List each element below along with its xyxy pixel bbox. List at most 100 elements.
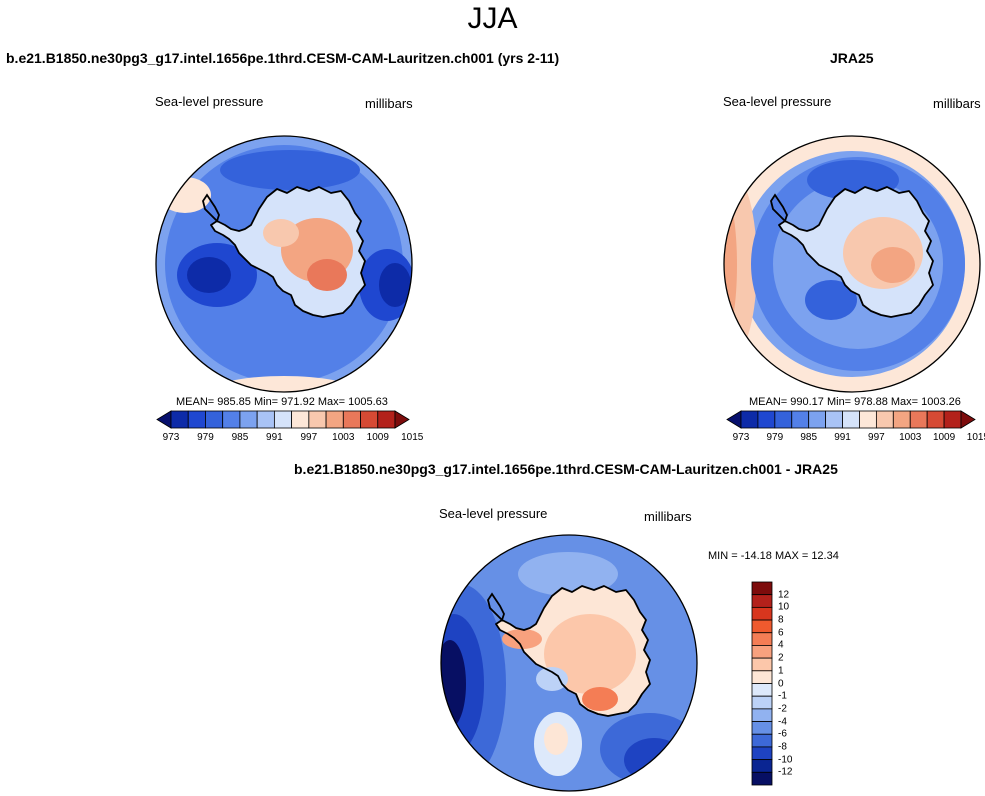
panel3-variable-label: Sea-level pressure — [439, 506, 548, 521]
panel1-colorbar-box — [170, 410, 189, 429]
panel3-colorbar-tick-label: -4 — [778, 716, 787, 728]
panel1-colorbar-box — [360, 410, 379, 429]
panel2-colorbar-box — [842, 410, 860, 429]
panel3-colorbar-box — [751, 619, 773, 634]
panel1-colorbar-left-triangle — [156, 410, 172, 429]
panel3-south-high-core — [544, 723, 568, 755]
panel3-colorbar-tick-label: 1 — [778, 665, 784, 677]
panel1-colorbar-box — [325, 410, 344, 429]
panel1-colorbar-box — [187, 410, 206, 429]
panel1-colorbar-box — [308, 410, 327, 429]
panel1-colorbar-right-triangle — [394, 410, 410, 429]
panel2-colorbar-box — [943, 410, 962, 429]
panel2-colorbar-box — [909, 410, 928, 429]
panel1-colorbar-box — [222, 410, 241, 429]
panel3-colorbar-box — [751, 594, 773, 608]
panel1-title: b.e21.B1850.ne30pg3_g17.intel.1656pe.1th… — [6, 50, 560, 66]
panel1-colorbar-box — [377, 410, 396, 429]
panel3-colorbar-tick-label: -6 — [778, 728, 787, 740]
panel2-colorbar-tick-label: 991 — [834, 432, 851, 443]
panel3-colorbar-tick-label: 8 — [778, 614, 784, 626]
panel3-colorbar-box — [751, 581, 773, 596]
panel1-stats: MEAN= 985.85 Min= 971.92 Max= 1005.63 — [176, 396, 388, 408]
panel3-colorbar-box — [751, 606, 773, 621]
panel1-colorbar-box — [256, 410, 275, 429]
panel2-colorbar-box — [774, 410, 793, 429]
panel1-colorbar-tick-label: 1009 — [366, 432, 389, 443]
panel3-continent-pos — [544, 614, 636, 694]
panel2-colorbar-tick-label: 997 — [868, 432, 885, 443]
panel1-south-edge-high — [214, 376, 354, 392]
panel2-sw-low — [805, 280, 857, 320]
panel2-colorbar-tick-label: 1015 — [966, 432, 985, 443]
panel3-title: b.e21.B1850.ne30pg3_g17.intel.1656pe.1th… — [294, 461, 838, 477]
panel3-map — [440, 534, 698, 792]
panel2-colorbar-box — [875, 410, 894, 429]
panel2-colorbar-box — [740, 410, 759, 429]
panel3-stats: MIN = -14.18 MAX = 12.34 — [708, 550, 839, 562]
panel3-map-border — [440, 534, 698, 792]
panel3-colorbar-tick-label: -1 — [778, 690, 787, 702]
panel1-coastline — [210, 186, 366, 318]
panel1-colorbar-tick-label: 997 — [300, 432, 318, 443]
panel1-colorbar-box — [273, 410, 293, 429]
panel2-colorbar-tick-label: 1003 — [899, 432, 922, 443]
panel2-colorbar-box — [926, 410, 945, 429]
panel1-colorbar-tick-label: 985 — [231, 432, 249, 443]
panel3-colorbar-tick-label: 6 — [778, 627, 784, 639]
panel3-colorbar-tick-label: 12 — [778, 589, 790, 601]
panel2-peninsula-coast — [770, 193, 788, 223]
panel1-interior-mid — [263, 219, 299, 247]
panel2-west-high-core — [724, 195, 737, 335]
panel3-colorbar-tick-label: -12 — [778, 766, 793, 778]
panel1-map — [155, 135, 413, 393]
panel3-colorbar-box — [751, 695, 773, 710]
panel2-title: JRA25 — [830, 50, 874, 66]
panel3-colorbar-box — [751, 683, 773, 697]
panel1-west-low-core — [187, 257, 231, 293]
panel1-colorbar-box — [239, 410, 258, 429]
panel3-colorbar-box — [751, 771, 773, 786]
panel3-colorbar-tick-label: 10 — [778, 601, 790, 613]
panel3-peninsula-pos — [502, 629, 542, 649]
panel3-se-low-core — [624, 738, 684, 782]
panel3-colorbar-box — [751, 645, 773, 659]
panel2-colorbar-box — [859, 410, 877, 429]
panel3-colorbar-box — [751, 708, 773, 722]
panel2-colorbar-left-triangle — [726, 410, 742, 429]
panel2-stats: MEAN= 990.17 Min= 978.88 Max= 1003.26 — [749, 396, 961, 408]
panel1-units-label: millibars — [365, 96, 413, 111]
panel3-colorbar-box — [751, 759, 773, 773]
panel3-colorbar-tick-label: -8 — [778, 741, 787, 753]
panel3-colorbar-box — [751, 670, 773, 684]
panel2-colorbar-tick-label: 979 — [766, 432, 784, 443]
panel2-units-label: millibars — [933, 96, 981, 111]
panel1-colorbar-tick-label: 1003 — [332, 432, 355, 443]
panel3-units-label: millibars — [644, 509, 692, 524]
panel3-colorbar-box — [751, 657, 773, 672]
panel3-north-mid — [518, 552, 618, 596]
panel2-colorbar-ticks: 973 979 985 991 997 1003 1009 1015 — [727, 432, 985, 446]
panel1-colorbar-ticks: 973 979 985 991 997 1003 1009 1015 — [157, 432, 424, 446]
panel1-colorbar-box — [342, 410, 361, 429]
panel3-peninsula-coast — [487, 592, 505, 622]
panel1-peninsula-coast — [202, 193, 220, 223]
panel1-colorbar-tick-label: 979 — [197, 432, 214, 443]
panel2-colorbar-tick-label: 1009 — [932, 432, 956, 443]
panel3-colorbar-box — [751, 746, 773, 761]
panel3-colorbar-box — [751, 733, 773, 748]
panel3-coastline — [495, 585, 651, 717]
panel1-map-border — [155, 135, 413, 393]
panel2-variable-label: Sea-level pressure — [723, 94, 832, 109]
panel1-colorbar — [156, 410, 410, 429]
panel1-plateau-core — [307, 259, 347, 291]
panel3-continent-neg — [536, 667, 568, 691]
panel2-colorbar-box — [892, 410, 911, 429]
panel1-colorbar-tick-label: 991 — [266, 432, 283, 443]
panel2-map-border — [723, 135, 981, 393]
panel3-colorbar-tick-label: 2 — [778, 652, 784, 664]
panel3-west-low-core — [441, 640, 466, 728]
panel2-colorbar-box — [825, 410, 843, 429]
panel1-colorbar-box — [205, 410, 224, 429]
panel2-colorbar-right-triangle — [960, 410, 976, 429]
